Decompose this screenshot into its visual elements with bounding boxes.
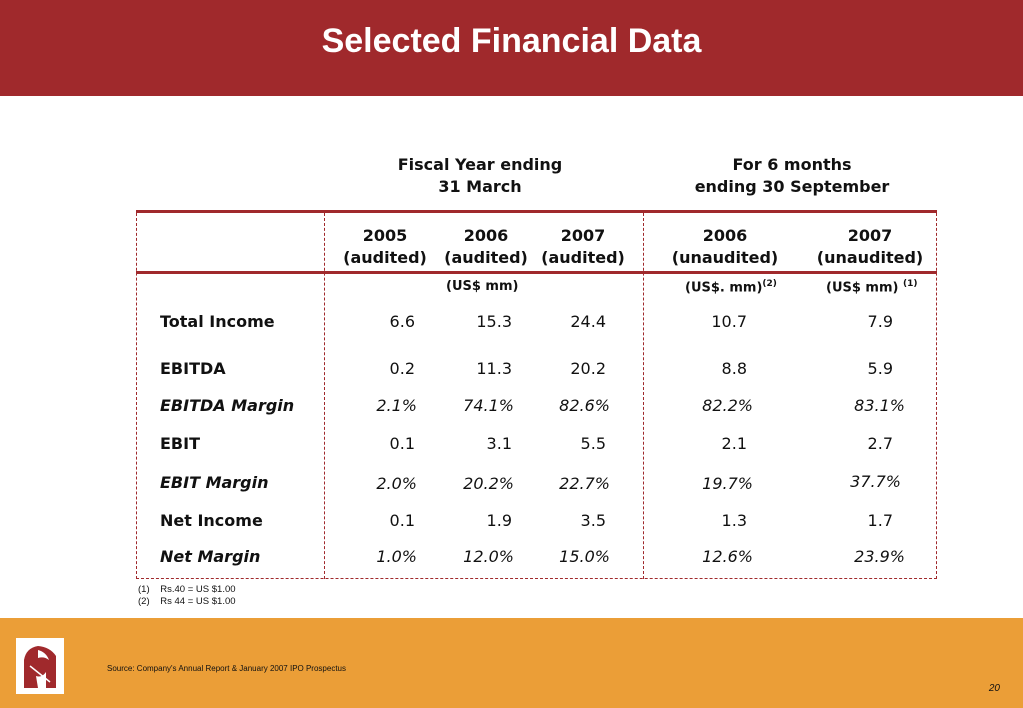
cell-value: 8.8 [721, 359, 747, 378]
column-status: (audited) [444, 248, 528, 267]
cell-value: 23.9% [854, 547, 905, 566]
cell-value: 0.1 [389, 434, 415, 453]
row-label-net-margin: Net Margin [160, 547, 261, 566]
cell-value: 2.7 [867, 434, 893, 453]
table-header-rule [136, 271, 937, 274]
unit-label-six-2006: (US$. mm)(2) [685, 279, 777, 295]
footnote-2: (2) Rs 44 = US $1.00 [138, 596, 236, 607]
table-top-rule [136, 210, 937, 213]
cell-value: 22.7% [559, 474, 610, 493]
slide-title: Selected Financial Data [321, 22, 702, 60]
cell-value: 1.7 [867, 511, 893, 530]
table-left-border [136, 213, 137, 579]
cell-value: 12.6% [702, 547, 753, 566]
column-header-2007-unaudited: 2007 (unaudited) [810, 225, 930, 269]
cell-value: 1.0% [376, 547, 417, 566]
fiscal-year-group-line2: 31 March [438, 177, 522, 196]
cell-value: 2.0% [376, 474, 417, 493]
cell-value: 24.4 [570, 312, 606, 331]
cell-value: 2.1 [721, 434, 747, 453]
cell-value: 19.7% [702, 474, 753, 493]
cell-value: 10.7 [711, 312, 747, 331]
column-year: 2006 [463, 226, 509, 245]
fiscal-year-group-header: Fiscal Year ending 31 March [380, 154, 580, 198]
row-label-ebit-margin: EBIT Margin [160, 473, 269, 492]
column-header-2006-audited: 2006 (audited) [436, 225, 536, 269]
cell-value: 0.2 [389, 359, 415, 378]
column-year: 2007 [847, 226, 893, 245]
company-logo-icon [16, 638, 64, 694]
column-header-2006-unaudited: 2006 (unaudited) [665, 225, 785, 269]
cell-value: 15.0% [559, 547, 610, 566]
table-period-divider [643, 213, 644, 579]
column-status: (audited) [343, 248, 427, 267]
row-label-ebitda: EBITDA [160, 359, 226, 378]
cell-value: 5.5 [580, 434, 606, 453]
column-header-2007-audited: 2007 (audited) [533, 225, 633, 269]
cell-value: 11.3 [476, 359, 512, 378]
footnote-marker: (1) [903, 279, 918, 289]
unit-label-six-2007: (US$ mm) (1) [826, 279, 918, 295]
cell-value: 3.1 [486, 434, 512, 453]
footnote-1: (1) Rs.40 = US $1.00 [138, 584, 236, 595]
unit-text: (US$ mm) [826, 280, 899, 296]
cell-value: 12.0% [463, 547, 514, 566]
column-year: 2006 [702, 226, 748, 245]
footnote-number: (2) [138, 596, 150, 607]
column-year: 2005 [362, 226, 408, 245]
footnote-marker: (2) [762, 279, 777, 289]
footnote-number: (1) [138, 584, 150, 595]
table-label-divider [324, 213, 325, 579]
cell-value: 1.9 [486, 511, 512, 530]
cell-value: 20.2% [463, 474, 514, 493]
row-label-total-income: Total Income [160, 312, 275, 331]
footnote-text: Rs.40 = US $1.00 [160, 584, 236, 595]
table-bottom-border [136, 578, 937, 579]
six-months-group-header: For 6 months ending 30 September [682, 154, 902, 198]
column-status: (unaudited) [671, 248, 779, 267]
six-months-group-line1: For 6 months [732, 155, 852, 174]
cell-value: 20.2 [570, 359, 606, 378]
row-label-net-income: Net Income [160, 511, 263, 530]
unit-text: (US$. mm) [685, 280, 763, 296]
cell-value: 6.6 [389, 312, 415, 331]
cell-value: 2.1% [376, 396, 417, 415]
row-label-ebitda-margin: EBITDA Margin [160, 396, 295, 415]
cell-value: 82.2% [702, 396, 753, 415]
footer-band [0, 618, 1023, 708]
cell-value: 7.9 [867, 312, 893, 331]
source-note: Source: Company's Annual Report & Januar… [107, 664, 346, 673]
cell-value: 5.9 [867, 359, 893, 378]
footnote-text: Rs 44 = US $1.00 [160, 596, 236, 607]
row-label-ebit: EBIT [160, 434, 200, 453]
column-status: (audited) [541, 248, 625, 267]
fiscal-year-group-line1: Fiscal Year ending [397, 155, 563, 174]
cell-value: 74.1% [463, 396, 514, 415]
cell-value: 37.7% [850, 472, 901, 491]
six-months-group-line2: ending 30 September [694, 177, 890, 196]
column-year: 2007 [560, 226, 606, 245]
cell-value: 0.1 [389, 511, 415, 530]
cell-value: 15.3 [476, 312, 512, 331]
column-header-2005: 2005 (audited) [335, 225, 435, 269]
cell-value: 83.1% [854, 396, 905, 415]
cell-value: 3.5 [580, 511, 606, 530]
title-bar [0, 0, 1023, 96]
cell-value: 82.6% [559, 396, 610, 415]
column-status: (unaudited) [816, 248, 924, 267]
page-number: 20 [988, 683, 1000, 694]
cell-value: 1.3 [721, 511, 747, 530]
unit-label-fiscal: (US$ mm) [446, 279, 519, 294]
table-right-border [936, 213, 937, 579]
